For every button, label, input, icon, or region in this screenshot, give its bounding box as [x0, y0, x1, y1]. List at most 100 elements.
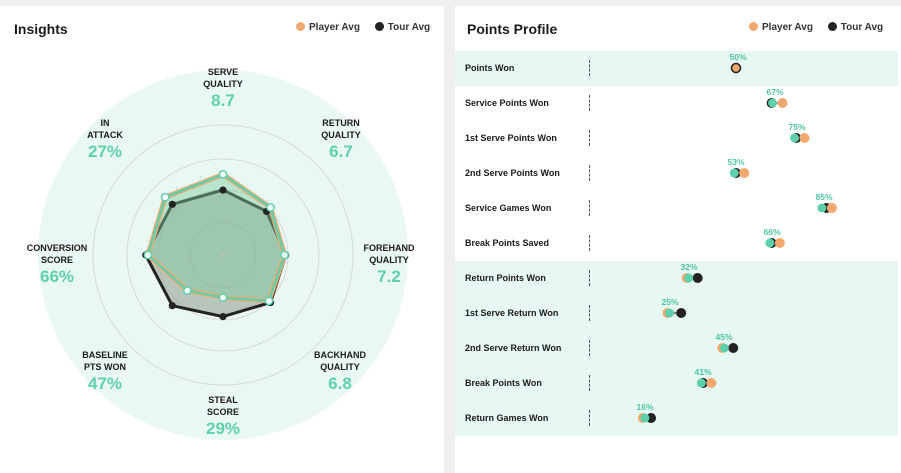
- axis-label-line: SCORE: [206, 407, 239, 417]
- axis-value-7: 27%: [87, 142, 123, 161]
- legend-player: Player Avg: [296, 22, 360, 33]
- player-marker-dot: [765, 238, 775, 248]
- player-marker-dot: [684, 273, 694, 283]
- row-label: Service Games Won: [465, 203, 552, 213]
- row-label: 2nd Serve Points Won: [465, 168, 560, 178]
- tour-dot-icon: [374, 22, 384, 31]
- profile-row: Return Points Won 32%: [455, 261, 898, 296]
- axis-value-5: 47%: [87, 374, 123, 393]
- player-avg-dot: [706, 378, 717, 388]
- axis-label-0: SERVE QUALITY: [178, 66, 268, 90]
- insights-panel: Insights Player Avg Tour Avg SERVE QUALIT…: [0, 6, 444, 473]
- row-percent: 41%: [694, 367, 712, 377]
- row-label: 2nd Serve Return Won: [465, 343, 562, 353]
- dumbbell: [637, 413, 657, 423]
- profile-row: Break Points Won 41%: [455, 366, 898, 401]
- axis-label-line: QUALITY: [320, 362, 360, 372]
- dumbbell: [696, 378, 717, 388]
- radar-ring-0: [92, 124, 354, 386]
- player-avg-dot: [826, 203, 837, 213]
- player-dot-icon: [749, 22, 758, 31]
- row-separator: [589, 270, 590, 286]
- player-point-4: [218, 293, 228, 302]
- axis-value-4: 29%: [205, 419, 241, 438]
- row-separator: [589, 95, 590, 111]
- player-marker-dot: [640, 413, 650, 423]
- player-point-3: [264, 296, 274, 306]
- axis-label-line: STEAL: [208, 395, 238, 405]
- axis-label-line: PTS WON: [84, 362, 126, 372]
- tour-point-5: [168, 302, 176, 310]
- player-marker-dot: [768, 98, 778, 108]
- player-dot-icon: [296, 22, 305, 31]
- insights-legend: Player Avg Tour Avg: [296, 22, 430, 33]
- insights-title: Insights: [14, 21, 68, 37]
- tour-point-4: [219, 313, 227, 321]
- row-label: Return Games Won: [465, 413, 549, 423]
- row-label: Service Points Won: [465, 98, 549, 108]
- row-label: Break Points Saved: [465, 238, 550, 248]
- row-label: Break Points Won: [465, 378, 542, 388]
- axis-value-3: 6.8: [328, 374, 352, 393]
- row-label: 1st Serve Return Won: [465, 308, 559, 318]
- axis-label-2: FOREHAND QUALITY: [344, 242, 434, 266]
- player-marker-dot: [729, 168, 739, 178]
- points-profile-panel: Points Profile Player Avg Tour Avg Point…: [455, 6, 901, 473]
- profile-legend: Player Avg Tour Avg: [749, 22, 883, 33]
- legend-player: Player Avg: [749, 22, 813, 33]
- row-separator: [589, 340, 590, 356]
- row-percent: 75%: [788, 122, 806, 132]
- row-separator: [589, 130, 590, 146]
- row-percent: 16%: [636, 402, 654, 412]
- tour-avg-dot: [692, 273, 703, 283]
- axis-label-5: BASELINE PTS WON: [60, 349, 150, 373]
- axis-value-2: 7.2: [377, 267, 401, 286]
- profile-row: 1st Serve Return Won 25%: [455, 296, 898, 331]
- row-separator: [589, 375, 590, 391]
- row-separator: [589, 235, 590, 251]
- row-label: Return Points Won: [465, 273, 546, 283]
- axis-value-1: 6.7: [329, 142, 353, 161]
- radar-ring-1: [126, 158, 320, 352]
- row-label: Points Won: [465, 63, 515, 73]
- dumbbell: [730, 62, 742, 74]
- profile-row: Service Games Won 85%: [455, 191, 898, 226]
- dumbbell: [790, 133, 810, 143]
- axis-label-line: BASELINE: [82, 350, 128, 360]
- axis-label-line: SCORE: [40, 255, 73, 265]
- axis-label-6: CONVERSION SCORE: [12, 242, 102, 266]
- player-marker-dot: [817, 203, 827, 213]
- axis-label-line: IN: [100, 118, 110, 128]
- dumbbell: [662, 308, 687, 318]
- player-point-5: [183, 286, 192, 295]
- axis-label-line: ATTACK: [87, 130, 123, 140]
- row-percent: 66%: [763, 227, 781, 237]
- tour-avg-dot: [676, 308, 687, 318]
- profile-row: 2nd Serve Points Won 53%: [455, 156, 898, 191]
- player-point-6: [143, 250, 153, 260]
- axis-label-1: RETURN QUALITY: [296, 117, 386, 141]
- player-point-7: [160, 192, 170, 202]
- player-avg-dot: [730, 62, 742, 74]
- axis-label-line: QUALITY: [369, 255, 409, 265]
- axis-label-4: STEAL SCORE: [178, 394, 268, 418]
- player-point-0: [218, 170, 228, 179]
- row-percent: 67%: [766, 87, 784, 97]
- dumbbell: [681, 273, 703, 283]
- dumbbell: [729, 168, 750, 178]
- profile-row: Return Games Won 16%: [455, 401, 898, 436]
- dumbbell: [817, 203, 837, 213]
- axis-label-3: BACKHAND QUALITY: [295, 349, 385, 373]
- profile-title: Points Profile: [467, 21, 558, 37]
- radar-center: [221, 253, 225, 257]
- tour-dot-icon: [827, 22, 837, 31]
- player-marker-dot: [665, 308, 674, 318]
- row-percent: 85%: [815, 192, 833, 202]
- player-avg-dot: [777, 98, 788, 108]
- axis-label-line: RETURN: [322, 118, 360, 128]
- player-point-2: [280, 250, 289, 260]
- tour-avg-dot: [728, 343, 739, 353]
- row-separator: [589, 165, 590, 181]
- row-separator: [589, 60, 590, 76]
- player-marker-dot: [719, 343, 729, 353]
